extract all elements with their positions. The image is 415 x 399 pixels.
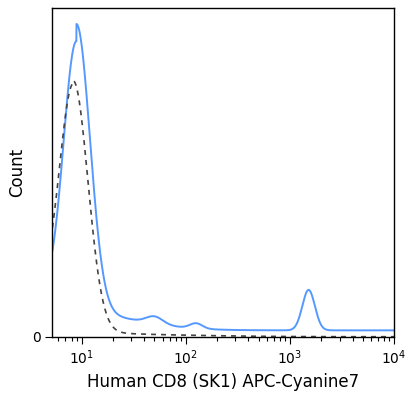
Y-axis label: Count: Count — [8, 148, 26, 197]
X-axis label: Human CD8 (SK1) APC-Cyanine7: Human CD8 (SK1) APC-Cyanine7 — [87, 373, 359, 391]
